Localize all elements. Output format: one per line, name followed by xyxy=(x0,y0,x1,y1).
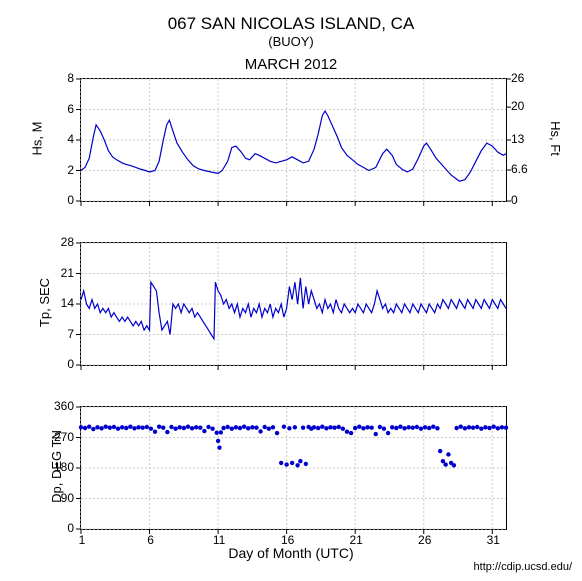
ytick-label: 0 xyxy=(67,193,74,207)
ytick-label: 4 xyxy=(67,132,74,146)
ytick-label: 0 xyxy=(67,357,74,371)
ytick-label: 6 xyxy=(67,102,74,116)
ytick-label: 7 xyxy=(67,327,74,341)
ytick-right-label: 13 xyxy=(511,132,524,146)
ytick-label: 360 xyxy=(54,399,74,413)
ytick-label: 21 xyxy=(61,266,74,280)
ytick-label: 2 xyxy=(67,163,74,177)
ytick-label: 28 xyxy=(61,235,74,249)
y-axis-label-dp: Dp, DEG TN xyxy=(49,430,64,503)
month-title: MARCH 2012 xyxy=(0,56,582,73)
ytick-right-label: 20 xyxy=(511,99,524,113)
series-tp xyxy=(81,278,506,339)
x-axis-label: Day of Month (UTC) xyxy=(0,545,582,561)
chart-dp xyxy=(80,406,507,530)
ytick-label: 14 xyxy=(61,296,74,310)
ytick-label: 8 xyxy=(67,71,74,85)
station-subtitle: (BUOY) xyxy=(0,34,582,49)
y-axis-label-tp: Tp, SEC xyxy=(37,278,52,327)
ytick-right-label: 26 xyxy=(511,71,524,85)
ytick-right-label: 0 xyxy=(511,193,518,207)
y-axis-right-label: Hs, Ft xyxy=(548,121,563,156)
y-axis-label-hs: Hs, M xyxy=(29,122,44,156)
footer-source-url: http://cdip.ucsd.edu/ xyxy=(474,561,572,573)
chart-tp xyxy=(80,242,507,366)
ytick-right-label: 6.6 xyxy=(511,162,528,176)
chart-hs xyxy=(80,78,507,202)
station-title: 067 SAN NICOLAS ISLAND, CA xyxy=(0,14,582,34)
